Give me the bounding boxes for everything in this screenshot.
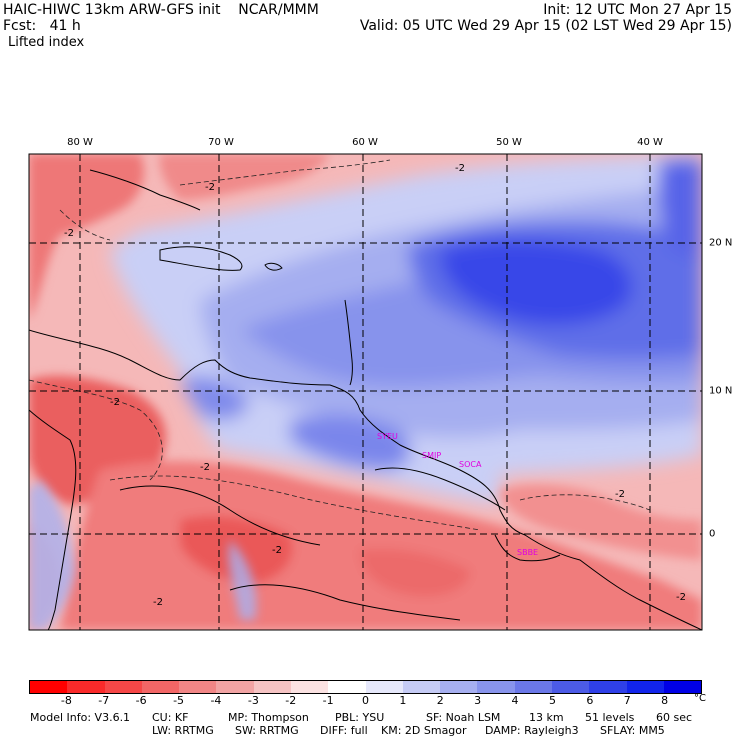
footer-damp: DAMP: Rayleigh3 [485, 724, 579, 737]
footer-cu: CU: KF [152, 711, 189, 724]
colorbar-label: 3 [474, 694, 482, 707]
colorbar-swatch [402, 681, 441, 693]
contour-label: -2 [676, 592, 686, 603]
lat-label-10n: 10 N [709, 385, 733, 397]
footer-pbl: PBL: YSU [335, 711, 385, 724]
contour-label: -2 [615, 489, 625, 500]
footer-model-info: Model Info: V3.6.1 [30, 711, 131, 724]
contour-label: -2 [272, 545, 282, 556]
station-smjp: SMJP [422, 451, 442, 460]
contour-label: -2 [64, 228, 74, 239]
colorbar-swatch [104, 681, 142, 693]
lat-label-0: 0 [709, 528, 716, 540]
colorbar-swatch [67, 681, 105, 693]
colorbar-label: 5 [548, 694, 556, 707]
colorbar-label: 1 [399, 694, 407, 707]
colorbar-label: 2 [436, 694, 444, 707]
graticule [29, 154, 702, 630]
shaded-field [29, 154, 702, 630]
colorbar-label: 8 [661, 694, 669, 707]
colorbar-label: -6 [135, 694, 147, 707]
station-soca: SOCA [459, 460, 482, 469]
lon-label-70w: 70 W [208, 137, 234, 148]
lon-label-40w: 40 W [637, 137, 663, 148]
footer-lw: LW: RRTMG [152, 724, 214, 737]
footer-resolution: 13 km [529, 711, 564, 724]
colorbar-swatch [514, 681, 552, 693]
colorbar-label: -5 [173, 694, 185, 707]
contour-label: -2 [455, 163, 465, 174]
init-time: Init: 12 UTC Mon 27 Apr 15 [543, 2, 732, 18]
footer-sflay: SFLAY: MM5 [600, 724, 665, 737]
footer-timestep: 60 sec [656, 711, 693, 724]
colorbar-label: -7 [98, 694, 110, 707]
colorbar-unit: °C [694, 693, 706, 704]
contour-label: -2 [153, 597, 163, 608]
map-frame [28, 153, 703, 631]
footer-km: KM: 2D Smagor [381, 724, 467, 737]
forecast-hour: Fcst: 41 h [3, 18, 81, 34]
colorbar-label: 4 [511, 694, 519, 707]
colorbar-label: -1 [322, 694, 334, 707]
station-sbbe: SBBE [517, 548, 539, 557]
footer-mp: MP: Thompson [228, 711, 309, 724]
lon-label-80w: 80 W [67, 137, 93, 148]
lon-label-50w: 50 W [496, 137, 522, 148]
contour-label: -2 [205, 182, 215, 193]
valid-time: Valid: 05 UTC Wed 29 Apr 15 (02 LST Wed … [359, 18, 732, 34]
field-name: Lifted index [8, 35, 85, 50]
colorbar-label: -4 [210, 694, 222, 707]
footer-sw: SW: RRTMG [235, 724, 299, 737]
colorbar-swatch [328, 681, 366, 693]
colorbar-label: 6 [586, 694, 594, 707]
station-syeu: SYEU [377, 432, 398, 441]
colorbar-label: 0 [362, 694, 369, 707]
model-title: HAIC-HIWC 13km ARW-GFS init NCAR/MMM [3, 2, 319, 18]
footer-sf: SF: Noah LSM [426, 711, 501, 724]
colorbar-swatch [253, 681, 291, 693]
footer-diff: DIFF: full [320, 724, 368, 737]
lat-label-20n: 20 N [709, 237, 733, 249]
colorbar-swatch [626, 681, 664, 693]
colorbar-swatch [216, 681, 254, 693]
colorbar [29, 680, 702, 694]
colorbar-swatch [477, 681, 515, 693]
colorbar-label: -8 [60, 694, 72, 707]
colorbar-swatch [440, 681, 478, 693]
colorbar-label: 7 [623, 694, 631, 707]
contour-label: -2 [200, 462, 210, 473]
footer-levels: 51 levels [585, 711, 635, 724]
colorbar-swatch [663, 681, 702, 693]
colorbar-swatch [551, 681, 590, 693]
colorbar-swatch [589, 681, 627, 693]
colorbar-label: -3 [247, 694, 259, 707]
lon-label-60w: 60 W [352, 137, 378, 148]
colorbar-swatch [290, 681, 329, 693]
colorbar-label: -2 [285, 694, 297, 707]
colorbar-swatch [179, 681, 217, 693]
colorbar-swatch [365, 681, 403, 693]
colorbar-swatch [30, 681, 68, 693]
contour-label: -2 [110, 397, 120, 408]
colorbar-swatch [141, 681, 180, 693]
